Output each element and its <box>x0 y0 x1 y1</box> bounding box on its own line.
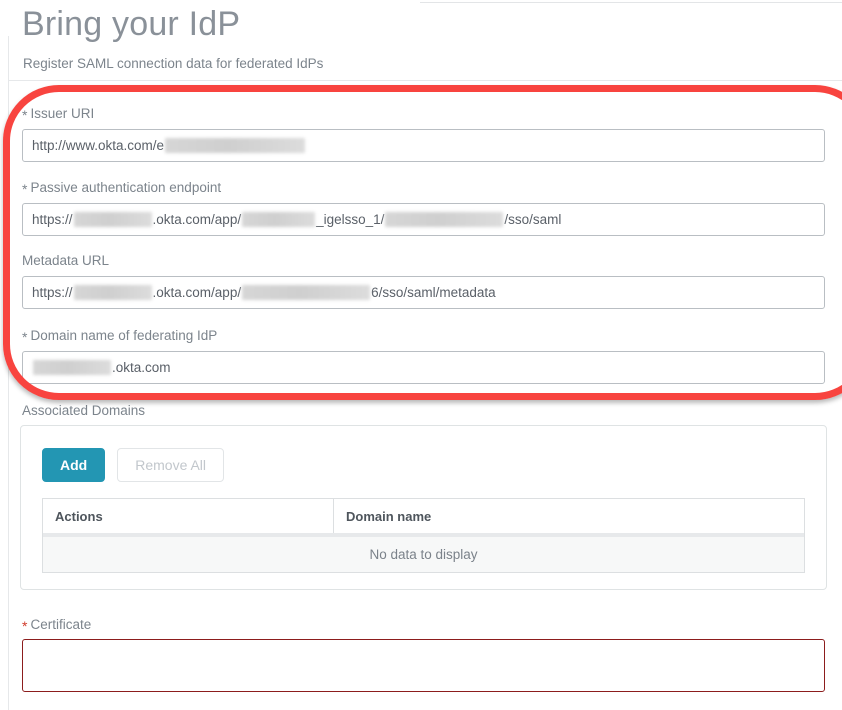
redacted-block <box>242 285 371 300</box>
label-certificate: * Certificate <box>22 616 92 634</box>
column-header-domain-name: Domain name <box>346 508 432 524</box>
field-domain-name: * Domain name of federating IdP .okta.com <box>22 327 825 384</box>
passive-endpoint-suffix: /sso/saml <box>504 212 562 227</box>
input-issuer-uri[interactable]: http://www.okta.com/e <box>22 129 825 162</box>
redacted-block <box>385 212 504 227</box>
passive-endpoint-prefix: https:// <box>32 212 73 227</box>
passive-endpoint-mid1: .okta.com/app/ <box>152 212 242 227</box>
add-button[interactable]: Add <box>42 448 106 482</box>
header-divider <box>9 80 842 81</box>
redacted-block <box>242 212 316 227</box>
input-metadata-url[interactable]: https:// .okta.com/app/6/sso/saml/metadat… <box>22 276 825 309</box>
redacted-block <box>73 212 152 227</box>
required-asterisk: * <box>22 618 28 634</box>
label-text: Issuer URI <box>30 106 95 121</box>
label-text: Domain name of federating IdP <box>30 328 218 343</box>
issuer-uri-value: http://www.okta.com/e <box>32 138 165 153</box>
field-passive-endpoint: * Passive authentication endpoint https:/… <box>22 179 825 236</box>
associated-domains-toolbar: Add Remove All <box>42 448 225 482</box>
input-certificate[interactable] <box>22 639 825 692</box>
page-subtitle: Register SAML connection data for federa… <box>23 56 324 71</box>
label-passive-endpoint: * Passive authentication endpoint <box>22 179 825 197</box>
input-passive-endpoint[interactable]: https:// .okta.com/app/ _igelsso_1/ /sso/sa… <box>22 203 825 236</box>
redacted-block <box>73 285 152 300</box>
domain-name-suffix: .okta.com <box>112 360 171 375</box>
table-empty-row: No data to display <box>43 537 804 572</box>
redacted-block <box>165 138 306 153</box>
required-asterisk: * <box>22 107 28 123</box>
left-divider <box>8 36 9 710</box>
page-title: Bring your IdP <box>22 5 241 43</box>
associated-domains-label: Associated Domains <box>22 403 146 418</box>
label-text: Metadata URL <box>22 253 110 268</box>
remove-all-button[interactable]: Remove All <box>117 448 225 482</box>
label-metadata-url: Metadata URL <box>22 253 825 269</box>
table-header-separator <box>43 533 804 537</box>
input-domain-name[interactable]: .okta.com <box>22 351 825 384</box>
associated-domains-panel: Add Remove All Actions Domain name No da… <box>20 425 827 590</box>
label-issuer-uri: * Issuer URI <box>22 105 825 123</box>
passive-endpoint-mid2: _igelsso_1/ <box>316 212 385 227</box>
table-header-row: Actions Domain name <box>43 499 804 533</box>
metadata-url-prefix: https:// <box>32 285 73 300</box>
associated-domains-table: Actions Domain name No data to display <box>42 498 805 573</box>
top-divider <box>420 2 842 3</box>
column-header-actions: Actions <box>43 499 334 533</box>
field-issuer-uri: * Issuer URI http://www.okta.com/e <box>22 105 825 162</box>
redacted-block <box>33 360 111 375</box>
required-asterisk: * <box>22 329 28 345</box>
label-text: Certificate <box>30 617 92 632</box>
metadata-url-mid1: .okta.com/app/ <box>152 285 242 300</box>
field-metadata-url: Metadata URL https:// .okta.com/app/6/sso… <box>22 253 825 309</box>
metadata-url-suffix: 6/sso/saml/metadata <box>371 285 496 300</box>
label-domain-name: * Domain name of federating IdP <box>22 327 825 345</box>
label-text: Passive authentication endpoint <box>30 180 222 195</box>
required-asterisk: * <box>22 181 28 197</box>
